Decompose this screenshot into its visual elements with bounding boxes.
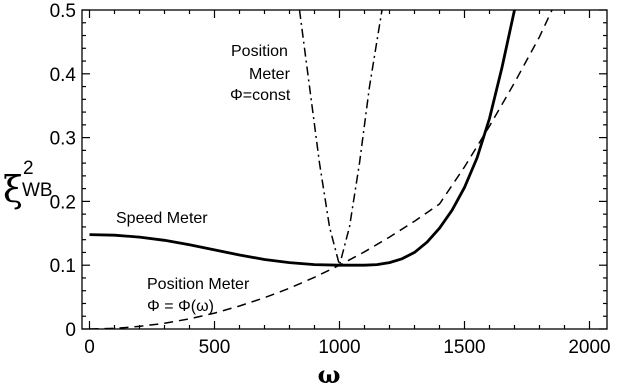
x-tick-label: 1500 <box>443 337 485 358</box>
x-tick-label: 0 <box>84 337 95 358</box>
y-tick-label: 0.1 <box>50 256 76 277</box>
y-axis-label-sup: 2 <box>23 158 34 179</box>
series-line-speed-meter <box>89 10 516 267</box>
annotation-position-const-line1: Position <box>231 43 288 60</box>
y-axis-label: ξ 2 WB <box>3 158 53 211</box>
series-line-position-meter-phi-omega <box>89 10 553 329</box>
series-line-position-meter-phi-const <box>298 10 383 266</box>
axis-ticks: 0 500 1000 1500 2000 0 0.1 0.2 0.3 0.4 0.5 <box>50 1 611 358</box>
annotation-position-omega-phi: Φ = Φ(ω) <box>147 298 214 315</box>
y-axis-label-sub: WB <box>22 180 53 201</box>
y-tick-label: 0.2 <box>50 192 76 213</box>
plot-area <box>89 10 553 329</box>
y-axis-label-base: ξ <box>3 170 23 211</box>
x-tick-label: 500 <box>199 337 231 358</box>
y-tick-label: 0.5 <box>50 1 76 22</box>
annotation-position-const-phi: Φ=const <box>230 87 291 104</box>
y-tick-label: 0.4 <box>50 65 77 86</box>
y-tick-label: 0 <box>65 320 76 341</box>
y-tick-label: 0.3 <box>50 129 76 150</box>
annotation-speed-meter: Speed Meter <box>116 210 208 227</box>
x-tick-label: 2000 <box>568 337 610 358</box>
annotation-position-const-line2: Meter <box>249 66 291 83</box>
x-tick-label: 1000 <box>318 337 360 358</box>
annotation-position-omega-line1: Position Meter <box>147 276 250 293</box>
x-axis-label: ω <box>318 360 341 387</box>
plot-frame <box>81 9 608 330</box>
